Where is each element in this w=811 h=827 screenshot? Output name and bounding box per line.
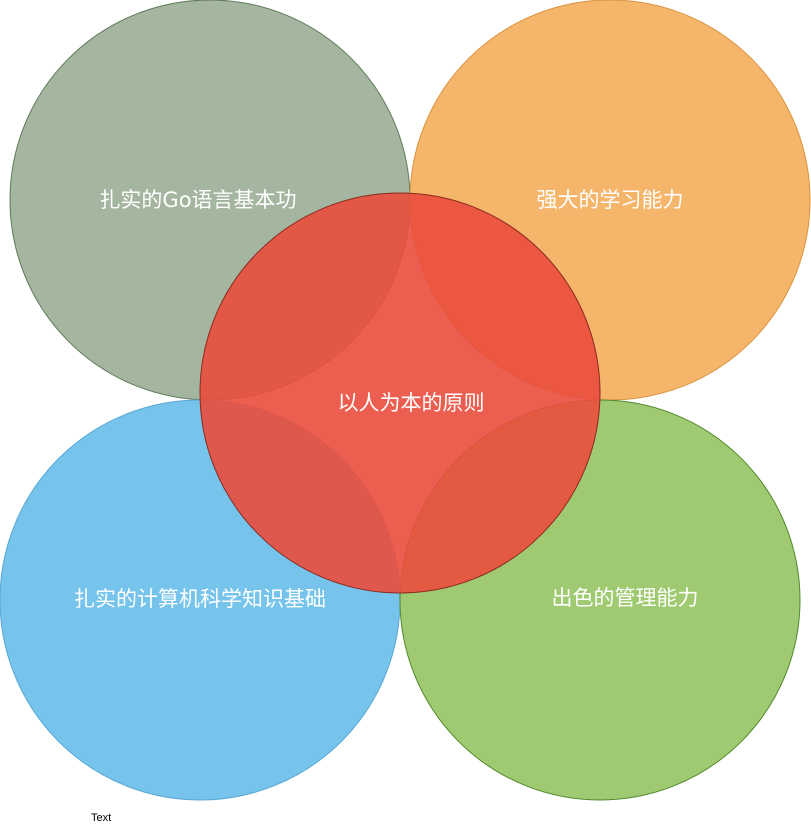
label-go-fundamentals: 扎实的Go语言基本功: [99, 188, 296, 212]
label-cs-foundation: 扎实的计算机科学知识基础: [74, 587, 326, 611]
circle-people-first[interactable]: [199, 192, 601, 594]
label-management-ability: 出色的管理能力: [552, 586, 699, 610]
label-learning-ability: 强大的学习能力: [537, 188, 684, 212]
circle-labels: 扎实的Go语言基本功 强大的学习能力 扎实的计算机科学知识基础 出色的管理能力 …: [74, 188, 699, 611]
footer-text: Text: [91, 812, 111, 824]
label-people-first: 以人为本的原则: [338, 391, 485, 415]
